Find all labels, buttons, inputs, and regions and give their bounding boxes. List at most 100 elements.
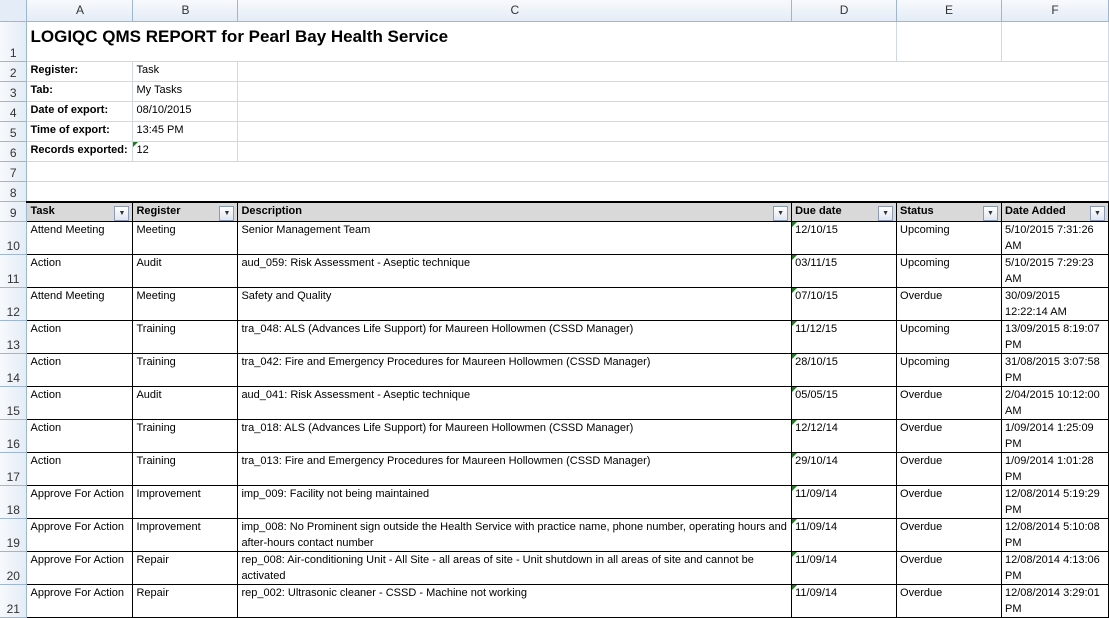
cell-date-added[interactable]: 5/10/2015 7:31:26 AM	[1001, 221, 1109, 255]
cell-due-date[interactable]: 11/09/14	[791, 584, 898, 618]
cell-status[interactable]: Overdue	[896, 452, 1002, 486]
cell-task[interactable]: Action	[26, 452, 134, 486]
row-header[interactable]: 2	[0, 61, 28, 82]
filter-dropdown-icon[interactable]: ▼	[114, 205, 130, 221]
cell-status[interactable]: Upcoming	[896, 254, 1002, 288]
meta-label[interactable]: Records exported:	[26, 141, 134, 162]
row-header[interactable]: 10	[0, 221, 28, 255]
cell-register[interactable]: Training	[132, 452, 239, 486]
column-header-a[interactable]: A	[26, 0, 134, 22]
cell-description[interactable]: aud_059: Risk Assessment - Aseptic techn…	[237, 254, 793, 288]
row-header[interactable]: 15	[0, 386, 28, 420]
cell[interactable]	[237, 141, 1109, 162]
header-description[interactable]: Description ▼	[237, 200, 793, 222]
row-header[interactable]: 12	[0, 287, 28, 321]
filter-dropdown-icon[interactable]: ▼	[982, 205, 998, 221]
cell-description[interactable]: imp_009: Facility not being maintained	[237, 485, 793, 519]
cell-task[interactable]: Action	[26, 386, 134, 420]
header-due-date[interactable]: Due date ▼	[791, 200, 898, 222]
cell-due-date[interactable]: 05/05/15	[791, 386, 898, 420]
row-header[interactable]: 18	[0, 485, 28, 519]
cell-task[interactable]: Approve For Action	[26, 551, 134, 585]
header-task[interactable]: Task ▼	[26, 200, 134, 222]
cell-status[interactable]: Overdue	[896, 584, 1002, 618]
cell-date-added[interactable]: 5/10/2015 7:29:23 AM	[1001, 254, 1109, 288]
cell-task[interactable]: Approve For Action	[26, 518, 134, 552]
row-header[interactable]: 13	[0, 320, 28, 354]
cell-status[interactable]: Overdue	[896, 386, 1002, 420]
cell-register[interactable]: Audit	[132, 386, 239, 420]
cell-status[interactable]: Overdue	[896, 485, 1002, 519]
cell-task[interactable]: Attend Meeting	[26, 287, 134, 321]
cell-task[interactable]: Action	[26, 353, 134, 387]
cell-register[interactable]: Improvement	[132, 485, 239, 519]
meta-value[interactable]: Task	[132, 61, 239, 82]
cell-date-added[interactable]: 31/08/2015 3:07:58 PM	[1001, 353, 1109, 387]
cell-due-date[interactable]: 07/10/15	[791, 287, 898, 321]
cell-description[interactable]: rep_002: Ultrasonic cleaner - CSSD - Mac…	[237, 584, 793, 618]
meta-value[interactable]: 12	[132, 141, 239, 162]
cell[interactable]	[791, 21, 898, 62]
cell-register[interactable]: Meeting	[132, 287, 239, 321]
row-header[interactable]: 5	[0, 121, 28, 142]
cell-register[interactable]: Training	[132, 419, 239, 453]
row-header[interactable]: 8	[0, 181, 28, 202]
cell-task[interactable]: Action	[26, 320, 134, 354]
select-all-corner[interactable]	[0, 0, 28, 22]
report-title[interactable]: LOGIQC QMS REPORT for Pearl Bay Health S…	[26, 21, 792, 62]
filter-dropdown-icon[interactable]: ▼	[773, 205, 789, 221]
cell-date-added[interactable]: 12/08/2014 5:19:29 PM	[1001, 485, 1109, 519]
cell-task[interactable]: Approve For Action	[26, 584, 134, 618]
meta-label[interactable]: Date of export:	[26, 101, 134, 122]
row-header[interactable]: 7	[0, 161, 28, 182]
cell-register[interactable]: Training	[132, 320, 239, 354]
row-header[interactable]: 21	[0, 584, 28, 618]
filter-dropdown-icon[interactable]: ▼	[878, 205, 894, 221]
cell-status[interactable]: Upcoming	[896, 320, 1002, 354]
cell-status[interactable]: Overdue	[896, 287, 1002, 321]
cell-due-date[interactable]: 29/10/14	[791, 452, 898, 486]
cell-register[interactable]: Repair	[132, 584, 239, 618]
cell-description[interactable]: Senior Management Team	[237, 221, 793, 255]
filter-dropdown-icon[interactable]: ▼	[219, 205, 235, 221]
cell-due-date[interactable]: 11/09/14	[791, 518, 898, 552]
cell[interactable]	[237, 101, 1109, 122]
cell-register[interactable]: Meeting	[132, 221, 239, 255]
cell-register[interactable]: Repair	[132, 551, 239, 585]
row-header[interactable]: 1	[0, 21, 28, 62]
column-header-f[interactable]: F	[1001, 0, 1109, 22]
cell-date-added[interactable]: 30/09/2015 12:22:14 AM	[1001, 287, 1109, 321]
cell-description[interactable]: tra_042: Fire and Emergency Procedures f…	[237, 353, 793, 387]
cell-date-added[interactable]: 1/09/2014 1:25:09 PM	[1001, 419, 1109, 453]
cell-due-date[interactable]: 11/09/14	[791, 485, 898, 519]
row-header[interactable]: 17	[0, 452, 28, 486]
cell[interactable]	[237, 81, 1109, 102]
row-header[interactable]: 19	[0, 518, 28, 552]
cell-date-added[interactable]: 13/09/2015 8:19:07 PM	[1001, 320, 1109, 354]
cell-due-date[interactable]: 11/09/14	[791, 551, 898, 585]
meta-value[interactable]: My Tasks	[132, 81, 239, 102]
cell-description[interactable]: Safety and Quality	[237, 287, 793, 321]
cell[interactable]	[896, 21, 1002, 62]
cell-due-date[interactable]: 12/10/15	[791, 221, 898, 255]
cell-task[interactable]: Action	[26, 254, 134, 288]
cell-task[interactable]: Attend Meeting	[26, 221, 134, 255]
cell-status[interactable]: Overdue	[896, 518, 1002, 552]
cell-status[interactable]: Overdue	[896, 551, 1002, 585]
cell-status[interactable]: Upcoming	[896, 221, 1002, 255]
cell-due-date[interactable]: 12/12/14	[791, 419, 898, 453]
cell-description[interactable]: tra_018: ALS (Advances Life Support) for…	[237, 419, 793, 453]
meta-value[interactable]: 13:45 PM	[132, 121, 239, 142]
empty-row[interactable]	[26, 161, 1109, 182]
cell-register[interactable]: Training	[132, 353, 239, 387]
row-header[interactable]: 6	[0, 141, 28, 162]
row-header[interactable]: 4	[0, 101, 28, 122]
header-status[interactable]: Status ▼	[896, 200, 1002, 222]
cell-description[interactable]: aud_041: Risk Assessment - Aseptic techn…	[237, 386, 793, 420]
row-header[interactable]: 11	[0, 254, 28, 288]
cell-task[interactable]: Action	[26, 419, 134, 453]
cell-task[interactable]: Approve For Action	[26, 485, 134, 519]
row-header[interactable]: 9	[0, 201, 28, 222]
cell-date-added[interactable]: 2/04/2015 10:12:00 AM	[1001, 386, 1109, 420]
